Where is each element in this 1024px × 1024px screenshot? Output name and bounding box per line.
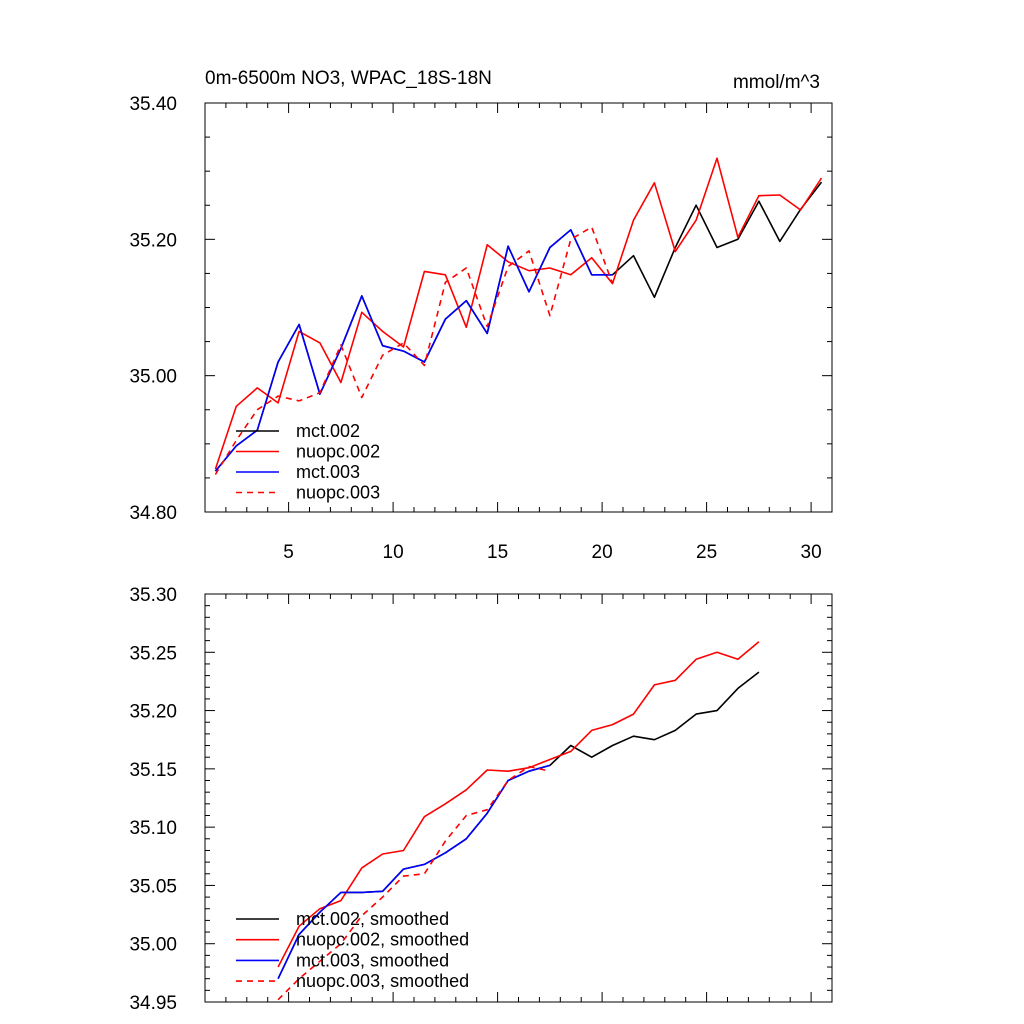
- series-line: [277, 765, 551, 1001]
- y-tick-label: 35.00: [129, 935, 177, 956]
- chart-title: 0m-6500m NO3, WPAC_18S-18N: [205, 68, 492, 89]
- series-line: [277, 641, 760, 968]
- legend-label: nuopc.002: [296, 442, 380, 462]
- legend-label: nuopc.002, smoothed: [296, 930, 469, 950]
- y-tick-label: 35.40: [129, 94, 177, 115]
- legend-label: mct.003, smoothed: [296, 950, 449, 970]
- bottom-panel: 34.95 35.00 35.05 35.10 35.15 35.20 35.25 35.30…: [129, 585, 833, 1014]
- top-panel: 5 10 15 20 25 30 34.80 35.00 35.20 35.40 0m-6500m …: [129, 68, 833, 563]
- x-tick-label: 5: [283, 542, 294, 563]
- y-tick-label: 35.10: [129, 818, 177, 839]
- x-tick-label: 25: [696, 542, 717, 563]
- x-tick-label: 30: [801, 542, 822, 563]
- legend-label: mct.002: [296, 421, 360, 441]
- y-tick-label: 35.05: [129, 876, 177, 897]
- x-tick-label: 10: [383, 542, 404, 563]
- series-line: [214, 157, 823, 470]
- legend-label: mct.003: [296, 462, 360, 482]
- series-line: [214, 226, 614, 475]
- units-label: mmol/m^3: [733, 72, 820, 93]
- series-line: [214, 229, 613, 472]
- y-tick-label: 35.30: [129, 585, 177, 606]
- y-tick-label: 35.25: [129, 643, 177, 664]
- y-tick-label: 34.95: [129, 993, 177, 1014]
- y-tick-label: 35.15: [129, 760, 177, 781]
- y-tick-label: 34.80: [129, 503, 177, 524]
- y-tick-label: 35.20: [129, 702, 177, 723]
- legend-label: nuopc.003: [296, 483, 380, 503]
- y-tick-label: 35.20: [129, 230, 177, 251]
- x-tick-label: 20: [592, 542, 613, 563]
- legend-label: mct.002, smoothed: [296, 909, 449, 929]
- legend-label: nuopc.003, smoothed: [296, 971, 469, 991]
- x-tick-label: 15: [487, 542, 508, 563]
- y-tick-label: 35.00: [129, 367, 177, 388]
